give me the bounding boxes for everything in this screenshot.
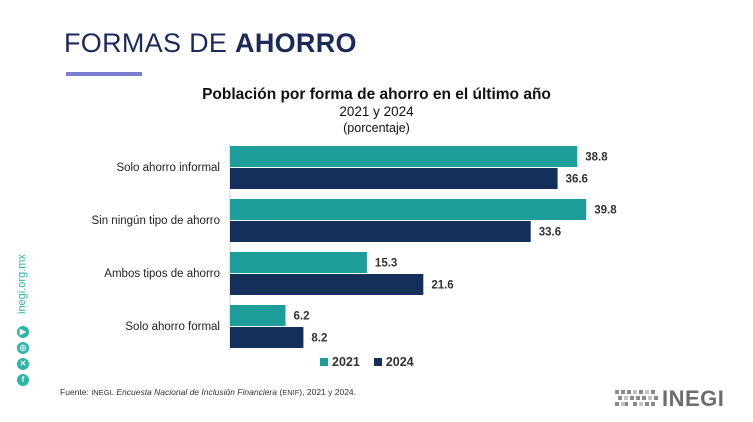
slide-title: FORMAS DE AHORRO (64, 28, 357, 59)
legend-item-2024: 2024 (373, 355, 414, 369)
bar-2021-solo-ahorro-informal (230, 146, 578, 167)
facebook-icon[interactable]: f (17, 374, 29, 386)
bar-2024-ambos-tipos-de-ahorro (230, 274, 424, 295)
source-note: Fuente: INEGI. Encuesta Nacional de Incl… (60, 387, 356, 397)
source-prefix: Fuente: (60, 387, 92, 397)
chart-title: Población por forma de ahorro en el últi… (202, 86, 551, 103)
category-label-ambos-tipos-de-ahorro: Ambos tipos de ahorro (104, 268, 220, 280)
data-label-2021-ambos-tipos-de-ahorro: 15.3 (375, 258, 397, 270)
chart-unit: (porcentaje) (343, 121, 410, 135)
source-years: , 2021 y 2024. (302, 387, 357, 397)
inegi-logo: INEGI (615, 384, 735, 414)
category-label-solo-ahorro-formal: Solo ahorro formal (125, 321, 220, 333)
source-sep: . (111, 387, 117, 397)
legend-swatch-2021 (320, 358, 328, 366)
data-label-2024-solo-ahorro-formal: 8.2 (311, 333, 327, 345)
sidebar-url[interactable]: inegi.org.mx (16, 254, 28, 314)
slide-title-regular: FORMAS DE (64, 28, 236, 58)
source-abbr: ENIF (282, 388, 300, 397)
source-survey: Encuesta Nacional de Inclusión Financier… (116, 387, 277, 397)
youtube-icon[interactable]: ▶ (17, 326, 29, 338)
inegi-logo-grid-icon (615, 390, 658, 406)
data-label-2024-solo-ahorro-informal: 36.6 (566, 174, 588, 186)
bar-2021-solo-ahorro-formal (230, 305, 286, 326)
data-label-2024-ambos-tipos-de-ahorro: 21.6 (431, 280, 453, 292)
source-institution: INEGI (91, 388, 112, 397)
bar-2024-sin-ningun-tipo-de-ahorro (230, 221, 531, 242)
legend-label-2021: 2021 (332, 355, 360, 369)
category-label-sin-ningun-tipo-de-ahorro: Sin ningún tipo de ahorro (91, 215, 220, 227)
chart-legend: 2021 2024 (320, 355, 414, 369)
chart-subtitle: 2021 y 2024 (339, 104, 414, 119)
inegi-logo-text: INEGI (662, 386, 725, 411)
bar-2024-solo-ahorro-formal (230, 327, 304, 348)
source-abbr-close: ) (299, 387, 303, 397)
legend-swatch-2024 (373, 358, 382, 366)
data-label-2024-sin-ningun-tipo-de-ahorro: 33.6 (539, 227, 561, 239)
data-label-2021-solo-ahorro-formal: 6.2 (293, 311, 309, 323)
category-label-solo-ahorro-informal: Solo ahorro informal (116, 162, 220, 174)
legend-label-2024: 2024 (385, 355, 414, 369)
bar-2021-sin-ningun-tipo-de-ahorro (230, 199, 587, 220)
data-label-2021-solo-ahorro-informal: 38.8 (585, 152, 608, 164)
instagram-icon[interactable]: ◎ (17, 342, 29, 354)
data-label-2021-sin-ningun-tipo-de-ahorro: 39.8 (594, 205, 617, 217)
bar-2024-solo-ahorro-informal (230, 168, 558, 189)
legend-item-2021: 2021 (320, 355, 360, 369)
bar-2021-ambos-tipos-de-ahorro (230, 252, 367, 273)
title-underline (66, 72, 142, 76)
slide-title-bold: AHORRO (235, 28, 357, 58)
source-abbr-open: ( (277, 387, 283, 397)
twitter-x-icon[interactable]: ✕ (17, 358, 29, 370)
